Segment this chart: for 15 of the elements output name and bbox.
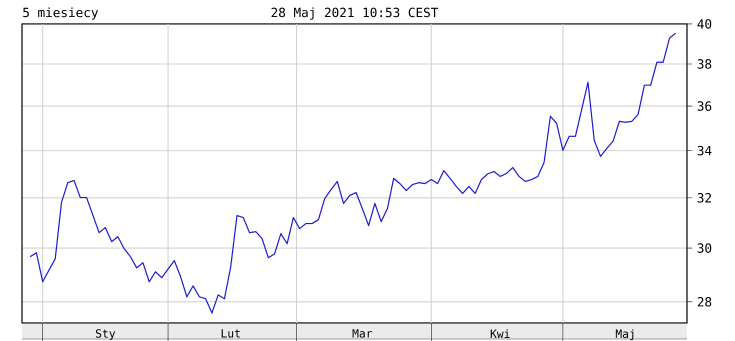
y-tick-label: 30 [698, 243, 712, 253]
y-tick-label: 38 [698, 59, 712, 69]
x-tick-label: Mar [352, 329, 372, 338]
line-series [30, 32, 676, 314]
x-tick-label: Lut [222, 329, 240, 338]
x-tick-label: Kwi [490, 329, 510, 338]
y-tick-label: 28 [698, 297, 712, 307]
y-tick-label: 34 [698, 146, 712, 156]
chart-subtitle: 28 Maj 2021 10:53 CEST [272, 7, 438, 20]
y-tick-label: 36 [698, 101, 712, 111]
y-tick-label: 32 [698, 193, 711, 203]
y-tick-label: 40 [697, 19, 712, 29]
x-tick-label: Maj [616, 329, 634, 340]
chart-title: 5 miesiecy [23, 7, 98, 20]
x-tick-label: Sty [96, 329, 116, 340]
